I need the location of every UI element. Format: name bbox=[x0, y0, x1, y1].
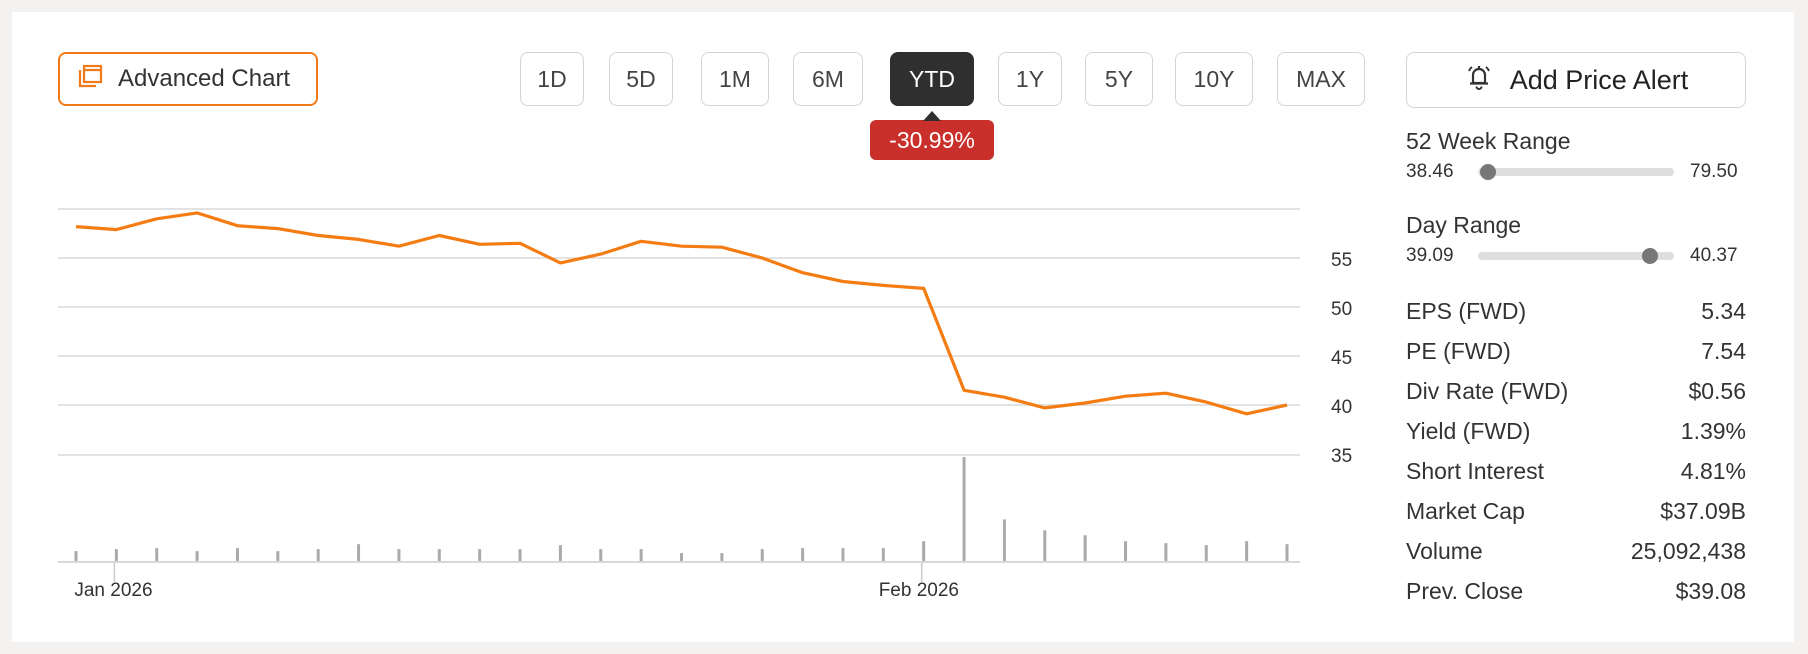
advanced-chart-icon bbox=[76, 63, 104, 96]
volume-bar bbox=[801, 548, 805, 561]
range-button-1d[interactable]: 1D bbox=[520, 52, 584, 106]
stat-row: Prev. Close $39.08 bbox=[1406, 575, 1746, 607]
stat-row: Short Interest 4.81% bbox=[1406, 455, 1746, 487]
x-tick-label: Jan 2026 bbox=[74, 580, 152, 601]
volume-bar bbox=[639, 549, 643, 561]
volume-bar bbox=[680, 553, 683, 561]
stat-label: Div Rate (FWD) bbox=[1406, 377, 1569, 404]
quote-card bbox=[12, 12, 1794, 642]
add-price-alert-label: Add Price Alert bbox=[1509, 64, 1689, 95]
y-tick-label: 45 bbox=[1331, 348, 1352, 369]
volume-bar bbox=[357, 544, 361, 561]
y-tick-label: 50 bbox=[1331, 299, 1352, 320]
stat-value: $0.56 bbox=[1688, 377, 1746, 404]
stat-row: Div Rate (FWD) $0.56 bbox=[1406, 375, 1746, 407]
day-high: 40.37 bbox=[1690, 245, 1738, 266]
add-price-alert-button[interactable]: Add Price Alert bbox=[1406, 52, 1746, 108]
volume-bar bbox=[760, 549, 764, 561]
day-range-bar bbox=[1478, 252, 1674, 260]
y-tick-label: 55 bbox=[1331, 250, 1352, 271]
range-button-1y[interactable]: 1Y bbox=[998, 52, 1062, 106]
change-percent-badge: -30.99% bbox=[870, 111, 994, 160]
volume-bar bbox=[599, 549, 603, 561]
week52-high: 79.50 bbox=[1690, 161, 1738, 182]
day-range-label: Day Range bbox=[1406, 212, 1522, 238]
x-tick-label: Feb 2026 bbox=[879, 580, 959, 601]
stat-row: EPS (FWD) 5.34 bbox=[1406, 295, 1746, 327]
price-line bbox=[75, 211, 1288, 416]
volume-bar bbox=[1083, 535, 1087, 561]
week52-low: 38.46 bbox=[1406, 161, 1454, 182]
volume-bar bbox=[1204, 545, 1208, 561]
week52-range-bar bbox=[1478, 168, 1674, 176]
stat-label: Prev. Close bbox=[1406, 577, 1524, 604]
stat-label: Volume bbox=[1406, 537, 1483, 564]
stat-value: 1.39% bbox=[1680, 417, 1746, 444]
range-button-1m[interactable]: 1M bbox=[701, 52, 769, 106]
price-chart[interactable]: 35 40 45 50 55 Jan 2026 Feb 2026 bbox=[0, 0, 1380, 610]
stat-value: $37.09B bbox=[1660, 497, 1746, 524]
stat-value: 7.54 bbox=[1701, 337, 1746, 364]
volume-bar bbox=[720, 553, 724, 561]
volume-bar bbox=[74, 551, 78, 561]
stat-value: $39.08 bbox=[1675, 577, 1746, 604]
volume-bar bbox=[1002, 519, 1006, 561]
stat-row: PE (FWD) 7.54 bbox=[1406, 335, 1746, 367]
volume-bar bbox=[235, 548, 239, 561]
volume-bar bbox=[1124, 541, 1128, 561]
stat-label: PE (FWD) bbox=[1406, 337, 1511, 364]
stat-label: Yield (FWD) bbox=[1406, 417, 1531, 444]
volume-bar bbox=[397, 549, 401, 561]
stat-value: 4.81% bbox=[1680, 457, 1746, 484]
stat-row: Yield (FWD) 1.39% bbox=[1406, 415, 1746, 447]
volume-bar bbox=[478, 549, 482, 561]
day-range-marker bbox=[1642, 248, 1659, 264]
y-tick-label: 35 bbox=[1331, 446, 1352, 467]
y-tick-label: 40 bbox=[1331, 397, 1352, 418]
advanced-chart-button[interactable]: Advanced Chart bbox=[58, 52, 318, 106]
stat-label: Market Cap bbox=[1406, 497, 1525, 524]
advanced-chart-label: Advanced Chart bbox=[118, 65, 291, 92]
volume-bar bbox=[155, 548, 159, 561]
volume-bar bbox=[195, 551, 199, 561]
volume-bar bbox=[276, 551, 280, 561]
stat-label: Short Interest bbox=[1406, 457, 1545, 484]
volume-bar bbox=[1245, 541, 1249, 561]
range-button-5y[interactable]: 5Y bbox=[1085, 52, 1153, 106]
volume-bar bbox=[1285, 544, 1289, 561]
volume-bar bbox=[316, 549, 320, 561]
range-button-10y[interactable]: 10Y bbox=[1175, 52, 1253, 106]
volume-bar bbox=[114, 549, 118, 561]
volume-bar bbox=[518, 549, 522, 561]
volume-bar bbox=[437, 549, 441, 561]
stat-value: 5.34 bbox=[1701, 297, 1746, 324]
week52-range-label: 52 Week Range bbox=[1406, 128, 1571, 154]
volume-bar bbox=[558, 545, 562, 561]
range-button-max[interactable]: MAX bbox=[1277, 52, 1365, 106]
stat-value: 25,092,438 bbox=[1630, 537, 1746, 564]
stat-label: EPS (FWD) bbox=[1406, 297, 1527, 324]
volume-bar bbox=[1043, 530, 1047, 561]
range-button-5d[interactable]: 5D bbox=[609, 52, 673, 106]
range-button-6m[interactable]: 6M bbox=[793, 52, 863, 106]
volume-bar bbox=[841, 548, 845, 561]
volume-bar bbox=[881, 548, 885, 561]
volume-bar bbox=[1164, 543, 1168, 561]
bell-icon bbox=[1464, 62, 1494, 99]
day-low: 39.09 bbox=[1406, 245, 1454, 266]
volume-bar bbox=[922, 541, 926, 561]
week52-range-marker bbox=[1479, 164, 1496, 180]
volume-bar bbox=[962, 457, 966, 561]
stat-row: Volume 25,092,438 bbox=[1406, 535, 1746, 567]
range-button-ytd[interactable]: YTD bbox=[890, 52, 974, 106]
stat-row: Market Cap $37.09B bbox=[1406, 495, 1746, 527]
